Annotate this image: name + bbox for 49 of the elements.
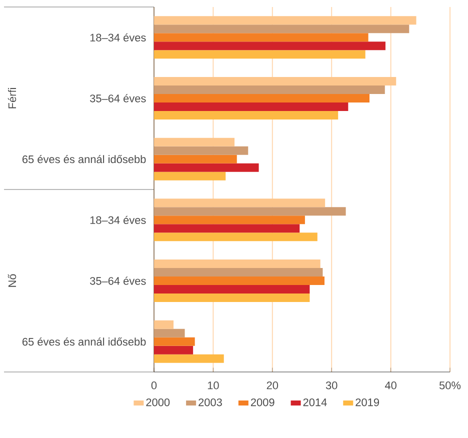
y-tick-label: 35–64 éves bbox=[90, 94, 146, 102]
bar bbox=[154, 110, 338, 120]
bar bbox=[154, 293, 310, 302]
bar bbox=[154, 102, 348, 111]
x-tick-label: 30 bbox=[326, 382, 338, 390]
x-tick-label: 40 bbox=[384, 382, 396, 390]
bar bbox=[154, 76, 396, 86]
text: Nő bbox=[8, 274, 16, 287]
y-tick-label: 35–64 éves bbox=[90, 276, 146, 285]
bar bbox=[154, 259, 320, 268]
bar bbox=[154, 337, 195, 346]
y-tick-label: 18–34 éves bbox=[90, 33, 146, 42]
bar bbox=[154, 320, 174, 329]
legend-label: 2003 bbox=[198, 398, 222, 406]
bar bbox=[154, 85, 385, 94]
bar bbox=[154, 268, 323, 276]
x-tick-label: 50% bbox=[439, 382, 461, 390]
bar bbox=[154, 50, 366, 59]
y-tick-label: 65 éves és annál idősebb bbox=[22, 337, 146, 346]
bar bbox=[154, 138, 235, 146]
text: Férfi bbox=[8, 88, 16, 108]
y-tick-label: 18–34 éves bbox=[90, 216, 146, 224]
bar bbox=[154, 42, 386, 50]
legend-label: 2009 bbox=[250, 398, 274, 406]
bar bbox=[154, 284, 310, 294]
x-tick-label: 10 bbox=[208, 382, 219, 390]
bar bbox=[154, 198, 326, 208]
legend-label: 2014 bbox=[303, 398, 327, 406]
bar bbox=[154, 276, 324, 285]
bar bbox=[154, 154, 237, 164]
bar bbox=[154, 94, 370, 102]
y-tick-label: 65 éves és annál idősebb bbox=[22, 154, 146, 164]
bar bbox=[154, 216, 305, 224]
x-tick-label: 20 bbox=[266, 382, 278, 390]
legend-label: 2019 bbox=[356, 398, 379, 406]
bar bbox=[154, 163, 259, 172]
legend-label: 2000 bbox=[146, 398, 170, 406]
bar bbox=[154, 33, 368, 42]
bar bbox=[154, 346, 194, 354]
bar bbox=[154, 146, 248, 155]
bar bbox=[154, 172, 226, 180]
bar bbox=[154, 207, 346, 216]
bar bbox=[154, 16, 416, 25]
bar bbox=[154, 328, 185, 338]
bar bbox=[154, 24, 410, 34]
bar bbox=[154, 354, 224, 363]
x-tick-label: 0 bbox=[151, 382, 157, 390]
bar bbox=[154, 232, 318, 242]
bar bbox=[154, 224, 300, 233]
